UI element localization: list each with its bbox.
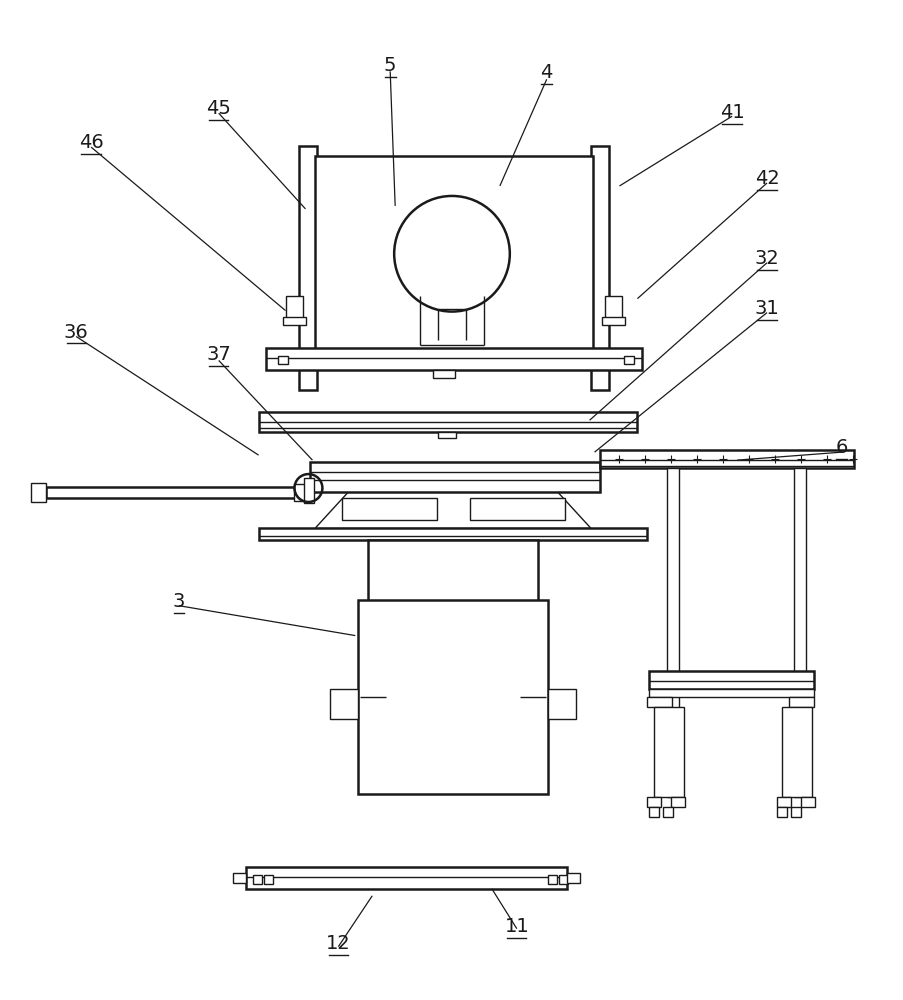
Bar — [624, 356, 634, 364]
Bar — [647, 697, 672, 707]
Bar — [663, 807, 673, 817]
Bar — [800, 797, 814, 807]
Bar — [793, 468, 805, 797]
Bar — [654, 707, 684, 797]
Bar — [264, 875, 272, 884]
Bar — [547, 875, 556, 884]
Text: 6: 6 — [834, 438, 847, 457]
Bar — [788, 697, 813, 707]
Bar — [666, 468, 678, 797]
Bar — [547, 689, 575, 719]
Bar — [46, 487, 305, 498]
Bar — [32, 483, 46, 502]
Bar — [304, 478, 314, 503]
Text: 3: 3 — [172, 592, 185, 611]
Bar — [599, 450, 852, 468]
Bar — [342, 498, 436, 520]
Bar — [368, 540, 537, 602]
Bar — [777, 807, 787, 817]
Bar — [777, 797, 790, 807]
Text: 41: 41 — [719, 103, 744, 122]
Bar — [258, 528, 647, 540]
Text: 46: 46 — [79, 133, 103, 152]
Bar — [790, 807, 800, 817]
Text: 37: 37 — [206, 345, 231, 364]
Bar — [558, 875, 567, 884]
Bar — [294, 484, 309, 501]
Text: 32: 32 — [754, 249, 778, 268]
Bar — [648, 689, 813, 697]
Bar — [285, 296, 303, 318]
Bar — [671, 797, 684, 807]
Text: 5: 5 — [384, 56, 396, 75]
Bar — [590, 146, 608, 390]
Bar — [600, 317, 625, 325]
Bar — [283, 317, 306, 325]
Bar — [299, 146, 317, 390]
Text: 42: 42 — [754, 169, 778, 188]
Bar — [358, 600, 547, 794]
Bar — [433, 370, 454, 378]
Bar — [781, 707, 811, 797]
Bar — [246, 867, 566, 889]
Bar — [258, 412, 637, 432]
Text: 12: 12 — [326, 934, 350, 953]
Bar — [647, 797, 661, 807]
Text: 31: 31 — [754, 299, 778, 318]
Bar — [252, 875, 261, 884]
Bar — [648, 807, 658, 817]
Text: 11: 11 — [504, 917, 528, 936]
Text: 36: 36 — [64, 323, 88, 342]
Bar — [315, 156, 591, 350]
Bar — [604, 296, 622, 318]
Bar — [566, 873, 579, 883]
Bar — [310, 462, 599, 492]
Bar — [470, 498, 564, 520]
Text: 45: 45 — [206, 99, 231, 118]
Bar — [232, 873, 246, 883]
Bar — [330, 689, 358, 719]
Bar — [277, 356, 287, 364]
Bar — [648, 671, 813, 689]
Bar — [265, 348, 642, 370]
Text: 4: 4 — [540, 63, 553, 82]
Bar — [438, 432, 455, 438]
